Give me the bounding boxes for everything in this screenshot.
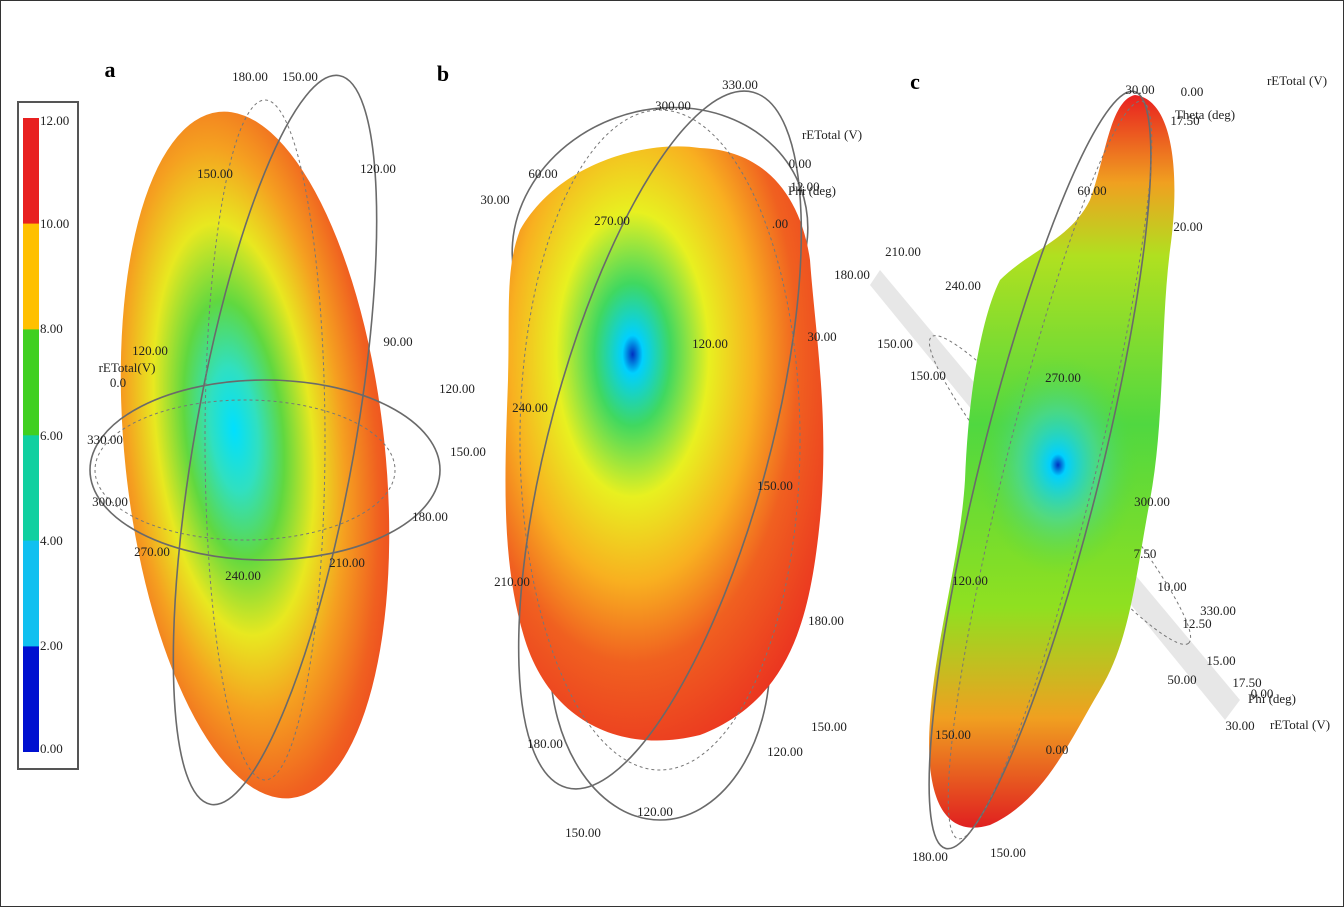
axis-label: 30.00 <box>1225 718 1254 733</box>
axis-label: 0.00 <box>1181 84 1204 99</box>
axis-label: rETotal(V) <box>99 360 156 375</box>
colorbar-label: 12.00 <box>40 113 69 128</box>
axis-label: 30.00 <box>807 329 836 344</box>
axis-label: Phi (deg) <box>1248 691 1296 706</box>
axis-label: 120.00 <box>360 161 396 176</box>
panel-letter: a <box>105 57 116 82</box>
axis-label: 150.00 <box>811 719 847 734</box>
axis-label: 120.00 <box>767 744 803 759</box>
colorbar-label: 4.00 <box>40 533 63 548</box>
colorbar-label: 8.00 <box>40 321 63 336</box>
axis-label: 7.50 <box>1134 546 1157 561</box>
colorbar-label: 0.00 <box>40 741 63 756</box>
axis-label: 20.00 <box>1173 219 1202 234</box>
axis-label: 120.00 <box>952 573 988 588</box>
axis-label: 270.00 <box>594 213 630 228</box>
axis-label: 180.00 <box>808 613 844 628</box>
axis-label: rETotal (V) <box>1270 717 1330 732</box>
axis-label: 180.00 <box>232 69 268 84</box>
figure: 12.00 10.00 8.00 6.00 4.00 2.00 0.00 a 180.00 150… <box>0 0 1344 907</box>
axis-label: 120.00 <box>637 804 673 819</box>
axis-label: 0.00 <box>1046 742 1069 757</box>
axis-label: 150.00 <box>757 478 793 493</box>
axis-label: Theta (deg) <box>1175 107 1235 122</box>
axis-label: 0.0 <box>110 375 126 390</box>
axis-label: 30.00 <box>1125 82 1154 97</box>
axis-label: rETotal (V) <box>1267 73 1327 88</box>
axis-label: Phi (deg) <box>788 183 836 198</box>
colorbar <box>23 118 39 752</box>
axis-label: 300.00 <box>655 98 691 113</box>
axis-label: 270.00 <box>134 544 170 559</box>
axis-label: 180.00 <box>412 509 448 524</box>
axis-label: 150.00 <box>282 69 318 84</box>
axis-label: 150.00 <box>990 845 1026 860</box>
axis-label: 0.00 <box>789 156 812 171</box>
axis-label: 150.00 <box>197 166 233 181</box>
axis-label: 210.00 <box>329 555 365 570</box>
axis-label: 150.00 <box>877 336 913 351</box>
axis-label: 210.00 <box>494 574 530 589</box>
panel-letter: c <box>910 69 920 94</box>
axis-label: 180.00 <box>527 736 563 751</box>
axis-label: 60.00 <box>528 166 557 181</box>
axis-label: 240.00 <box>945 278 981 293</box>
colorbar-label: 2.00 <box>40 638 63 653</box>
axis-label: 270.00 <box>1045 370 1081 385</box>
axis-label: 30.00 <box>480 192 509 207</box>
page: {"colorbar": {"labels": ["12.00", "10.00… <box>0 0 1344 907</box>
axis-label: 330.00 <box>722 77 758 92</box>
axis-label: 60.00 <box>1077 183 1106 198</box>
axis-label: 10.00 <box>1157 579 1186 594</box>
colorbar-label: 10.00 <box>40 216 69 231</box>
axis-label: 150.00 <box>450 444 486 459</box>
axis-label: 330.00 <box>87 432 123 447</box>
axis-label: 210.00 <box>885 244 921 259</box>
axis-label: 150.00 <box>565 825 601 840</box>
axis-label: 15.00 <box>1206 653 1235 668</box>
axis-label: 300.00 <box>1134 494 1170 509</box>
panel-letter: b <box>437 61 449 86</box>
axis-label: 150.00 <box>935 727 971 742</box>
axis-label: 300.00 <box>92 494 128 509</box>
axis-label: 180.00 <box>834 267 870 282</box>
axis-label: 120.00 <box>439 381 475 396</box>
axis-label: 180.00 <box>912 849 948 864</box>
colorbar-label: 6.00 <box>40 428 63 443</box>
axis-label: .00 <box>772 216 788 231</box>
axis-label: 120.00 <box>692 336 728 351</box>
axis-label: 240.00 <box>225 568 261 583</box>
axis-label: 150.00 <box>910 368 946 383</box>
axis-label: 120.00 <box>132 343 168 358</box>
axis-label: 50.00 <box>1167 672 1196 687</box>
axis-label: 90.00 <box>383 334 412 349</box>
axis-label: 12.50 <box>1182 616 1211 631</box>
axis-label: 240.00 <box>512 400 548 415</box>
axis-label: rETotal (V) <box>802 127 862 142</box>
